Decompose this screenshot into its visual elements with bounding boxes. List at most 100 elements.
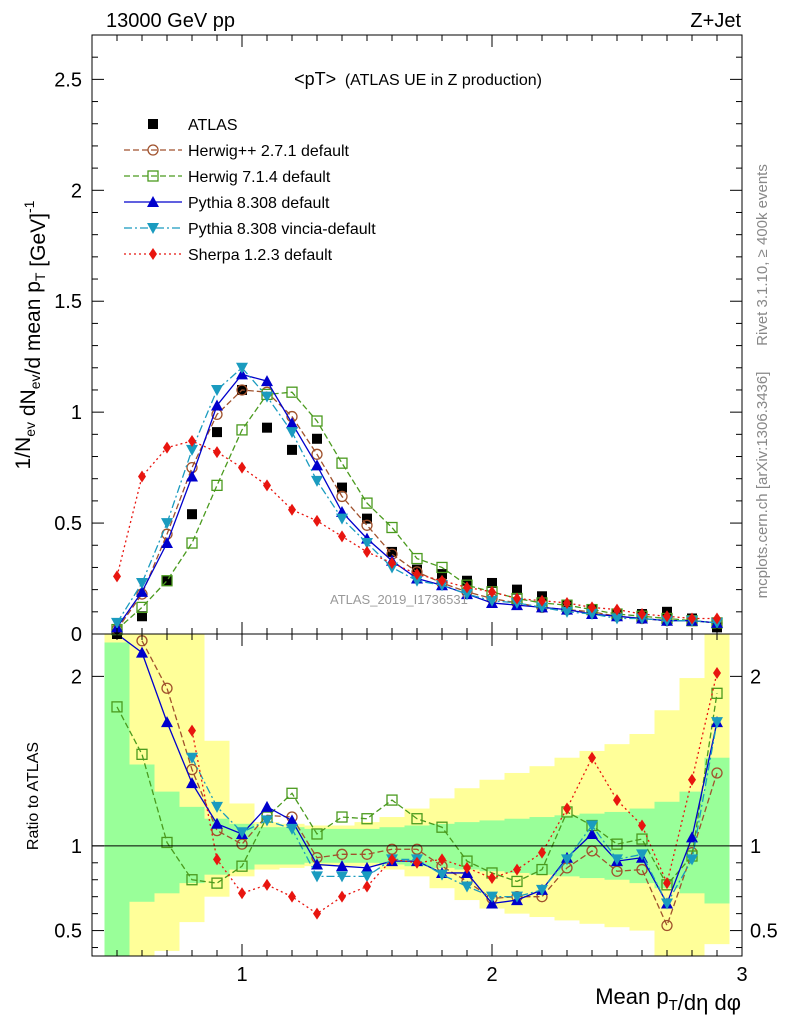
x-axis-label: Mean pT/dη dφ <box>595 984 741 1015</box>
main-point-4 <box>336 513 348 525</box>
ratio-point-3 <box>561 854 573 866</box>
y-tick-label-ratio-right: 1 <box>750 836 761 858</box>
ratio-point-4 <box>213 853 221 866</box>
main-point-5 <box>513 592 521 605</box>
ratio-point-4 <box>188 724 196 737</box>
ratio-point-1 <box>411 813 423 825</box>
legend-marker <box>147 170 159 182</box>
main-point-4 <box>211 384 223 396</box>
main-point-5 <box>363 545 371 558</box>
ratio-point-3 <box>486 891 498 903</box>
y-tick-label-main: 0 <box>71 624 82 646</box>
main-point-3 <box>161 537 173 549</box>
ratio-point-3 <box>511 891 523 903</box>
main-point-3 <box>186 470 198 482</box>
ratio-point-4 <box>688 773 696 786</box>
ratio-point-2 <box>161 716 173 728</box>
main-point-5 <box>113 570 121 583</box>
y-axis-label-main-text: 1/Nev dNev/d mean pT [GeV]-1 <box>12 200 50 469</box>
ratio-point-3 <box>261 815 273 827</box>
y-tick-label-main: 1.5 <box>54 291 82 313</box>
main-point-0 <box>212 427 222 438</box>
main-point-2 <box>311 415 323 427</box>
main-point-2 <box>136 601 148 614</box>
legend-label: Pythia 8.308 default <box>188 195 330 212</box>
main-point-2 <box>236 424 248 436</box>
ratio-point-3 <box>686 854 698 866</box>
x-tick-label: 2 <box>486 964 497 986</box>
ratio-point-2 <box>336 860 348 872</box>
main-point-2 <box>436 561 448 574</box>
band-green <box>654 801 680 889</box>
ratio-point-4 <box>263 878 271 891</box>
ratio-point-0 <box>711 767 723 779</box>
main-point-5 <box>488 585 496 598</box>
ratio-point-2 <box>261 800 273 812</box>
main-point-2 <box>361 497 373 509</box>
ratio-uncertainty-bands <box>104 634 730 956</box>
main-point-5 <box>463 581 471 594</box>
main-point-4 <box>261 391 273 403</box>
ratio-point-0 <box>636 863 648 876</box>
ratio-point-1 <box>611 838 623 850</box>
legend-marker <box>148 119 158 129</box>
ratio-point-3 <box>461 881 473 893</box>
ratio-point-3 <box>436 869 448 881</box>
main-point-5 <box>563 596 571 609</box>
ratio-point-0 <box>611 865 623 877</box>
main-point-0 <box>312 433 322 444</box>
y-tick-label-main: 2 <box>71 180 82 202</box>
ratio-point-1 <box>386 794 398 806</box>
main-point-0 <box>137 611 147 622</box>
main-point-0 <box>487 577 497 588</box>
ratio-point-0 <box>361 848 373 860</box>
main-point-2 <box>186 537 198 549</box>
y-tick-label-main: 1 <box>71 402 82 424</box>
ratio-point-3 <box>236 827 248 839</box>
main-point-4 <box>136 577 148 589</box>
ratio-point-4 <box>513 863 521 876</box>
ratio-point-1 <box>311 828 323 840</box>
ratio-point-4 <box>288 890 296 903</box>
main-point-2 <box>386 521 398 534</box>
main-point-2 <box>211 479 223 492</box>
mcplots-label: mcplots.cern.ch [arXiv:1306.3436] <box>754 372 771 599</box>
ratio-point-0 <box>411 843 423 855</box>
main-point-5 <box>588 601 596 614</box>
ratio-point-4 <box>238 887 246 900</box>
main-point-3 <box>311 459 323 471</box>
main-point-5 <box>663 610 671 623</box>
main-point-5 <box>538 594 546 607</box>
ratio-point-2 <box>136 646 148 658</box>
main-point-0 <box>337 482 347 493</box>
main-point-0 <box>437 569 447 580</box>
main-point-3 <box>211 399 223 411</box>
y-tick-label-ratio-right: 0.5 <box>750 921 778 943</box>
y-tick-label-ratio-right: 2 <box>750 666 761 688</box>
main-point-4 <box>611 613 623 625</box>
ratio-point-3 <box>711 717 723 729</box>
ratio-point-3 <box>336 871 348 883</box>
ratio-point-0 <box>236 838 248 850</box>
ratio-point-1 <box>136 748 148 760</box>
ratio-point-4 <box>613 794 621 807</box>
ratio-point-1 <box>211 877 223 889</box>
main-point-3 <box>236 368 248 380</box>
main-point-4 <box>161 518 173 530</box>
main-point-5 <box>313 514 321 527</box>
header-process: Z+Jet <box>690 10 741 32</box>
legend-label: Sherpa 1.2.3 default <box>188 247 333 264</box>
main-point-0 <box>362 513 372 524</box>
ratio-point-3 <box>211 801 223 813</box>
ratio-point-2 <box>486 897 498 909</box>
ratio-point-1 <box>236 860 248 872</box>
main-point-5 <box>638 608 646 621</box>
ratio-point-1 <box>286 787 298 799</box>
main-point-4 <box>361 538 373 550</box>
header-energy: 13000 GeV pp <box>106 10 235 32</box>
main-point-4 <box>236 362 248 374</box>
ratio-point-4 <box>563 802 571 815</box>
ratio-point-4 <box>713 666 721 679</box>
ratio-point-1 <box>536 863 548 876</box>
ratio-point-1 <box>336 811 348 823</box>
